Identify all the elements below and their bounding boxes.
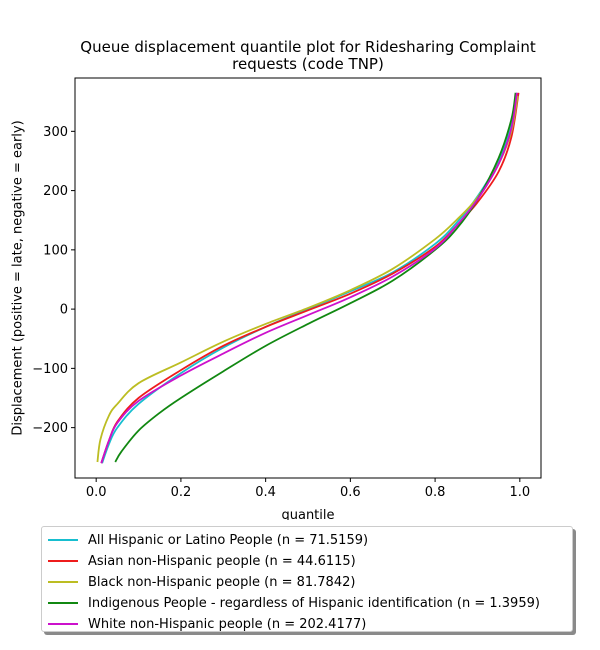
legend: All Hispanic or Latino People (n = 71.51… [41,526,573,632]
y-tick-label: 200 [43,184,68,199]
x-tick-label: 0.4 [255,485,276,500]
legend-swatch [48,581,78,583]
y-axis-ticks: −200 −100 0 100 200 300 [32,125,75,436]
legend-entry: All Hispanic or Latino People (n = 71.51… [48,530,368,550]
chart-title-line: requests (code TNP) [232,55,384,73]
x-axis-ticks: 0.0 0.2 0.4 0.6 0.8 1.0 [86,478,530,500]
x-tick-label: 0.6 [340,485,361,500]
y-tick-label: 0 [60,303,68,318]
series-line [101,92,518,464]
x-tick-label: 1.0 [509,485,530,500]
legend-entry: Indigenous People - regardless of Hispan… [48,593,540,613]
x-tick-label: 0.8 [425,485,446,500]
series-line [96,95,519,463]
plot-area [74,77,542,479]
legend-label: Black non-Hispanic people (n = 81.7842) [88,574,356,590]
legend-swatch [48,602,78,604]
legend-swatch [48,623,78,625]
legend-entry: White non-Hispanic people (n = 202.4177) [48,614,366,634]
y-tick-label: −100 [32,362,68,377]
y-axis-label: Displacement (positive = late, negative … [11,120,26,435]
legend-entry: Black non-Hispanic people (n = 81.7842) [48,572,355,592]
x-tick-label: 0.0 [86,485,107,500]
legend-swatch [48,539,78,541]
y-tick-label: 100 [43,243,68,258]
x-axis-label: quantile [281,508,334,520]
chart-title-line: Queue displacement quantile plot for Rid… [80,38,536,56]
legend-label: All Hispanic or Latino People (n = 71.51… [88,532,369,548]
legend-label: Asian non-Hispanic people (n = 44.6115) [88,553,356,569]
legend-label: Indigenous People - regardless of Hispan… [88,595,540,611]
y-tick-label: 300 [43,125,68,140]
series-line [100,92,520,464]
series-lines [96,92,520,464]
series-line [100,92,518,464]
series-line [114,92,517,463]
x-tick-label: 0.2 [171,485,192,500]
legend-swatch [48,560,78,562]
chart: Queue displacement quantile plot for Rid… [11,38,542,520]
legend-label: White non-Hispanic people (n = 202.4177) [88,616,367,632]
chart-title: Queue displacement quantile plot for Rid… [80,38,536,73]
y-tick-label: −200 [32,421,68,436]
legend-entry: Asian non-Hispanic people (n = 44.6115) [48,551,356,571]
